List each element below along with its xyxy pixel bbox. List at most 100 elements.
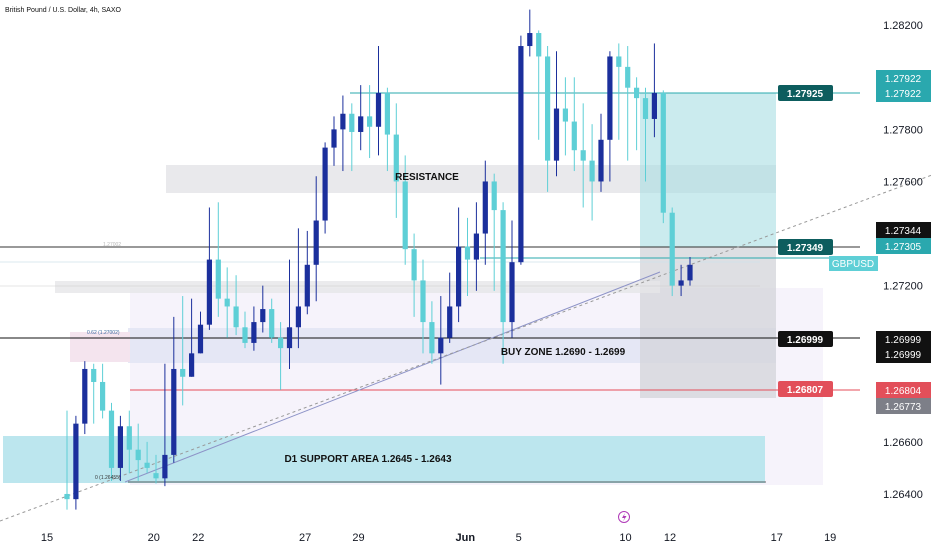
candle-body[interactable] (634, 87, 640, 99)
svg-text:1.26807: 1.26807 (787, 385, 824, 396)
candle-body[interactable] (233, 306, 239, 328)
gray-band (55, 281, 660, 293)
candle-body[interactable] (482, 181, 488, 234)
candle-body[interactable] (135, 449, 141, 461)
lightning-icon[interactable] (618, 511, 630, 523)
candle-body[interactable] (242, 327, 248, 343)
tp-price-box[interactable]: 1.27925 (778, 85, 833, 101)
candle-body[interactable] (82, 368, 88, 424)
candle-body[interactable] (562, 108, 568, 122)
candle-body[interactable] (669, 212, 675, 286)
candle-body[interactable] (278, 337, 284, 349)
candle-body[interactable] (598, 139, 604, 182)
fib-bottom-label: 0 (1.26455) (95, 475, 121, 481)
candle-body[interactable] (260, 309, 266, 323)
candle-body[interactable] (224, 298, 230, 307)
svg-text:1.26999: 1.26999 (787, 335, 824, 346)
symbol-title: British Pound / U.S. Dollar, 4h, SAXO (5, 7, 121, 14)
candle-body[interactable] (580, 150, 586, 161)
candle-body[interactable] (375, 92, 382, 127)
candles (64, 9, 693, 510)
candle-body[interactable] (500, 210, 506, 323)
candle-body[interactable] (304, 264, 310, 307)
y-axis[interactable]: 1.28200 1.27800 1.27600 1.27200 1.26600 1.264… (883, 20, 923, 501)
candle-body[interactable] (358, 116, 364, 132)
fib-top-label: 0.62 (1.27002) (87, 330, 120, 336)
candle-body[interactable] (393, 134, 399, 182)
candle-body[interactable] (269, 309, 275, 338)
candle-body[interactable] (117, 426, 123, 468)
candle-body[interactable] (197, 324, 204, 354)
candle-body[interactable] (625, 66, 631, 88)
candle-body[interactable] (171, 368, 177, 455)
svg-text:1.26999: 1.26999 (885, 335, 922, 346)
x-tick-label: 5 (516, 532, 522, 544)
candle-body[interactable] (108, 410, 115, 468)
candle-body[interactable] (215, 259, 221, 299)
candle-body[interactable] (384, 92, 390, 135)
candle-body[interactable] (447, 306, 453, 338)
candle-body[interactable] (340, 113, 346, 130)
candle-body[interactable] (651, 92, 657, 119)
svg-text:1.27349: 1.27349 (787, 243, 824, 254)
sl-zone[interactable] (640, 247, 776, 398)
candle-body[interactable] (251, 322, 257, 343)
candle-body[interactable] (73, 423, 79, 500)
candle-body[interactable] (322, 147, 328, 221)
candle-body[interactable] (589, 160, 595, 182)
candle-body[interactable] (313, 220, 319, 265)
candle-body[interactable] (464, 246, 471, 260)
candle-body[interactable] (295, 306, 301, 328)
candle-body[interactable] (286, 327, 293, 349)
x-tick-label: 20 (148, 532, 160, 544)
buy-zone-price-box[interactable]: 1.26999 (778, 331, 833, 347)
candle-body[interactable] (180, 368, 186, 377)
candle-body[interactable] (144, 462, 150, 468)
y-tick-label: 1.27600 (883, 176, 923, 188)
candle-body[interactable] (411, 249, 417, 281)
candle-body[interactable] (687, 264, 693, 281)
candle-body[interactable] (518, 46, 524, 263)
candle-body[interactable] (571, 121, 577, 151)
candle-body[interactable] (545, 56, 551, 161)
candle-body[interactable] (553, 108, 560, 161)
trendline-solid[interactable] (124, 271, 661, 483)
candle-body[interactable] (91, 368, 97, 382)
x-tick-label: 17 (771, 532, 783, 544)
x-tick-label: 27 (299, 532, 311, 544)
candle-body[interactable] (331, 129, 337, 148)
candle-body[interactable] (473, 233, 479, 260)
sl-price-box[interactable]: 1.26807 (778, 381, 833, 397)
candle-body[interactable] (616, 56, 622, 67)
candle-body[interactable] (438, 337, 444, 354)
candle-body[interactable] (64, 493, 70, 500)
candle-body[interactable] (420, 280, 426, 323)
candle-body[interactable] (402, 181, 408, 250)
candle-body[interactable] (527, 33, 533, 47)
x-axis[interactable]: 15 20 22 27 29 Jun 5 10 12 17 19 (41, 532, 836, 544)
candle-body[interactable] (153, 473, 159, 479)
candle-body[interactable] (206, 259, 212, 325)
candle-body[interactable] (536, 33, 542, 57)
candle-body[interactable] (162, 454, 168, 479)
tp-zone[interactable] (640, 93, 776, 247)
candle-body[interactable] (456, 246, 462, 307)
trendline-dashed[interactable] (0, 174, 932, 522)
y-tick-label: 1.26400 (883, 489, 923, 501)
x-tick-label: 19 (824, 532, 836, 544)
candle-body[interactable] (100, 381, 106, 411)
candle-body[interactable] (678, 280, 684, 286)
candle-body[interactable] (126, 426, 132, 450)
candle-body[interactable] (349, 113, 355, 132)
candle-body[interactable] (491, 181, 497, 211)
entry-price-box[interactable]: 1.27349 (778, 239, 833, 255)
candle-body[interactable] (660, 92, 666, 213)
candle-body[interactable] (189, 353, 195, 377)
candle-body[interactable] (642, 98, 649, 119)
x-tick-label: 22 (192, 532, 204, 544)
candle-body[interactable] (429, 322, 435, 354)
candle-body[interactable] (367, 116, 373, 127)
candle-body[interactable] (509, 262, 515, 323)
candle-body[interactable] (607, 56, 613, 140)
